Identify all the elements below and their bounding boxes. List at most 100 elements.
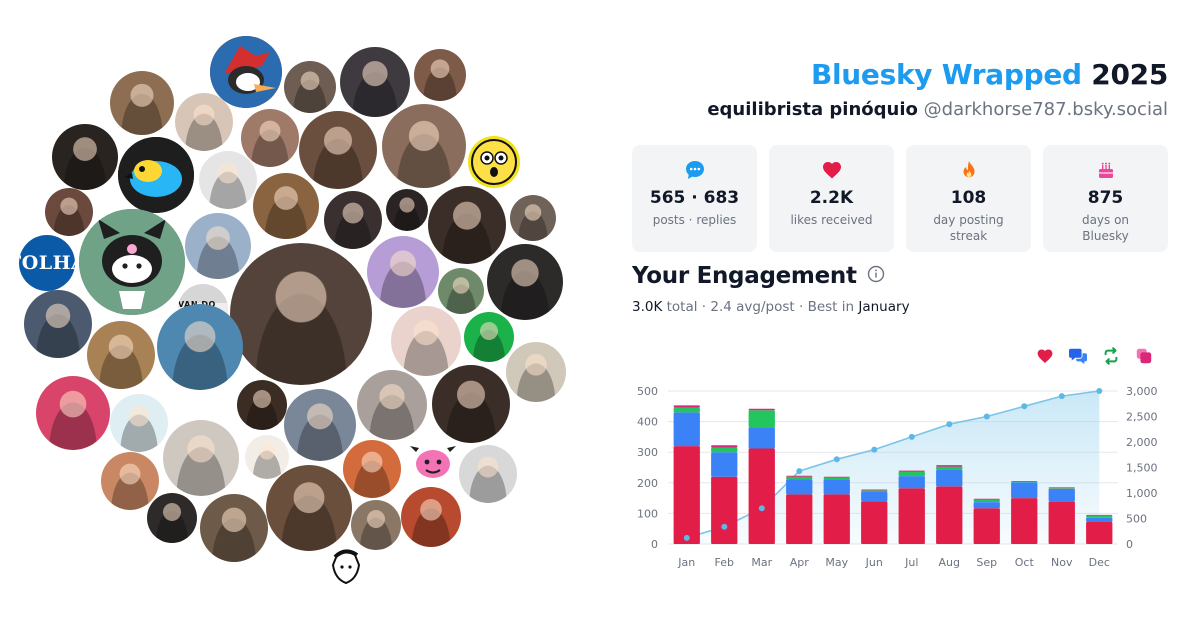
- avatar: [510, 195, 556, 241]
- cumulative-point: [796, 468, 803, 475]
- avatar: [459, 445, 517, 503]
- engagement-chart: 0 100 200 300 400 500 0 500 1,000 1,500 2,000 2,500…: [637, 385, 1158, 569]
- bar-segment: [711, 447, 738, 453]
- stat-label: days on Bluesky: [1081, 213, 1130, 243]
- quote-icon[interactable]: [1134, 346, 1154, 366]
- y2-tick-label: 0: [1126, 538, 1133, 551]
- reply-bubbles-icon[interactable]: [1068, 346, 1088, 366]
- avatar: [406, 432, 460, 486]
- avatar: [401, 487, 461, 547]
- bar-segment: [973, 502, 1000, 509]
- engagement-heading: Your Engagement: [632, 263, 885, 289]
- y-tick-label: 100: [637, 507, 658, 520]
- x-tick-label: Sep: [976, 556, 997, 569]
- bar-segment: [973, 499, 1000, 502]
- avatar: [351, 500, 401, 550]
- y2-tick-label: 1,000: [1126, 487, 1158, 500]
- x-tick-label: Jan: [677, 556, 695, 569]
- x-tick-label: Feb: [715, 556, 734, 569]
- info-icon[interactable]: [867, 265, 885, 287]
- avatar: [506, 342, 566, 402]
- cumulative-point: [1096, 388, 1103, 394]
- bar-segment: [936, 486, 963, 544]
- avatar: [438, 268, 484, 314]
- stat-card-likes: 2.2K likes received: [769, 145, 894, 252]
- bar-segment: [936, 466, 963, 470]
- avatar: [340, 47, 410, 117]
- avatar: [284, 61, 336, 113]
- x-tick-label: Mar: [751, 556, 772, 569]
- header: Bluesky Wrapped 2025 equilibrista pinóqu…: [707, 58, 1168, 122]
- stat-label: day posting streak: [933, 213, 1004, 243]
- avatar: [45, 188, 93, 236]
- bar-segment: [823, 479, 850, 495]
- bar-segment: [1011, 498, 1038, 544]
- stat-cards: 565 · 683 posts · replies 2.2K likes rec…: [632, 145, 1168, 252]
- bar-segment: [973, 498, 1000, 500]
- avatar: [200, 494, 268, 562]
- bar-segment: [861, 501, 888, 544]
- cumulative-point: [871, 446, 878, 453]
- y2-tick-label: 3,000: [1126, 385, 1158, 398]
- y-tick-label: 300: [637, 446, 658, 459]
- heart-icon[interactable]: [1035, 346, 1055, 366]
- avatar: [147, 493, 197, 543]
- avatar: [237, 380, 287, 430]
- bar-segment: [823, 477, 850, 480]
- bar-segment: [898, 476, 925, 489]
- bar-segment: [823, 494, 850, 544]
- repost-icon[interactable]: [1101, 346, 1121, 366]
- cumulative-point: [683, 534, 690, 541]
- cumulative-point: [721, 523, 728, 530]
- bar-segment: [1011, 482, 1038, 499]
- stat-value: 108: [950, 188, 987, 208]
- bar-segment: [1048, 488, 1075, 489]
- engagement-total-value: 3.0K: [632, 299, 663, 315]
- user-handle: @darkhorse787.bsky.social: [923, 99, 1168, 120]
- bar-segment: [786, 476, 813, 480]
- y-tick-label: 200: [637, 477, 658, 490]
- y-tick-label: 400: [637, 416, 658, 429]
- bar-segment: [1048, 487, 1075, 489]
- bar-segment: [861, 489, 888, 491]
- avatar: [432, 365, 510, 443]
- avatar: [464, 312, 514, 362]
- avatar: [319, 541, 373, 595]
- cumulative-point: [1021, 403, 1028, 410]
- bar-segment: [786, 494, 813, 544]
- avatar: [343, 440, 401, 498]
- avatar: [284, 389, 356, 461]
- avatar: [36, 376, 110, 450]
- bar-segment: [861, 490, 888, 492]
- x-tick-label: Nov: [1051, 556, 1073, 569]
- speech-bubble-icon: [632, 159, 757, 181]
- engagement-total-word: total: [666, 299, 698, 315]
- avatar: [101, 452, 159, 510]
- avatar: [79, 209, 185, 315]
- avatar: [163, 420, 239, 496]
- cumulative-point: [908, 433, 915, 440]
- avatar: [118, 137, 194, 213]
- avatar-logo-text: FOLHA: [19, 252, 75, 274]
- y-tick-label: 500: [637, 385, 658, 398]
- y-tick-label: 0: [651, 538, 658, 551]
- avatar: [230, 243, 372, 385]
- chart-legend: [1035, 346, 1154, 366]
- avatar: [185, 213, 251, 279]
- cumulative-point: [946, 421, 953, 428]
- bar-segment: [823, 476, 850, 478]
- bar-segment: [1086, 517, 1113, 522]
- bar-segment: [1086, 514, 1113, 516]
- wrapped-title: Bluesky Wrapped 2025: [707, 58, 1168, 92]
- avatar: [157, 304, 243, 390]
- y2-tick-label: 2,000: [1126, 436, 1158, 449]
- avatar: [391, 306, 461, 376]
- stat-card-posts: 565 · 683 posts · replies: [632, 145, 757, 252]
- bar-segment: [711, 476, 738, 544]
- avatar: [199, 151, 257, 209]
- bar-segment: [861, 492, 888, 502]
- stat-value: 565 · 683: [649, 188, 740, 208]
- avatar: [24, 290, 92, 358]
- engagement-title: Your Engagement: [632, 263, 857, 289]
- bar-segment: [748, 448, 775, 544]
